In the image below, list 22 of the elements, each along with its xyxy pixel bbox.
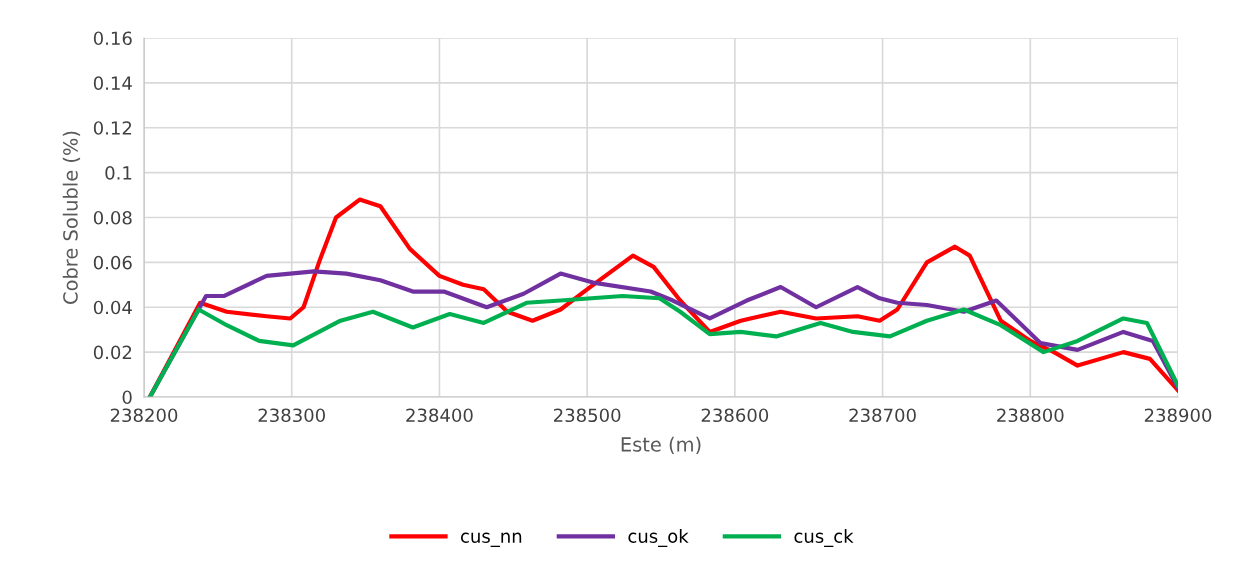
legend-label: cus_ok: [628, 529, 689, 547]
y-tick-label: 0.06: [93, 255, 132, 270]
x-tick-label: 238600: [701, 408, 769, 423]
x-tick-label: 238200: [110, 408, 178, 423]
x-axis-title: Este (m): [621, 436, 701, 455]
legend-label: cus_ck: [794, 529, 854, 547]
y-tick-label: 0.04: [93, 300, 132, 315]
x-tick-label: 238300: [258, 408, 325, 423]
y-tick-label: 0: [122, 390, 132, 405]
y-tick-label: 0.16: [93, 31, 132, 46]
x-tick-label: 238500: [554, 408, 621, 423]
x-tick-label: 238900: [1144, 408, 1212, 423]
y-tick-label: 0.14: [93, 76, 132, 90]
y-axis-title: Cobre Soluble (%): [62, 131, 81, 304]
legend-label: cus_nn: [460, 532, 522, 547]
y-tick-label: 0.1: [105, 166, 132, 180]
y-tick-label: 0.08: [93, 210, 132, 225]
y-tick-label: 0.02: [93, 345, 132, 360]
x-tick-label: 238700: [849, 408, 916, 423]
x-tick-label: 238400: [406, 408, 473, 423]
y-tick-label: 0.12: [93, 121, 132, 135]
x-tick-label: 238800: [997, 408, 1064, 423]
